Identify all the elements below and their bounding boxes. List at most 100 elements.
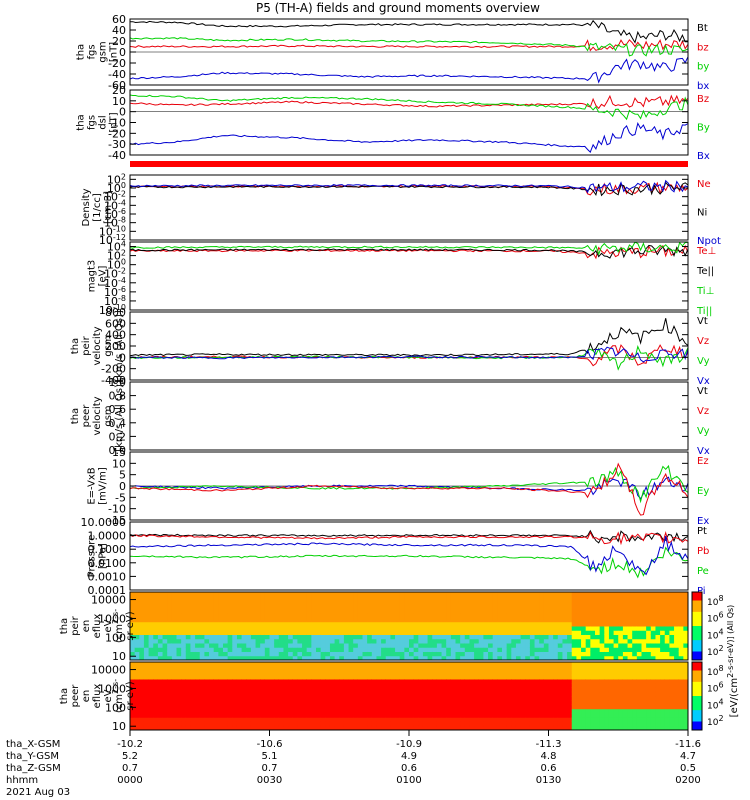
heatmap-cell xyxy=(441,721,447,727)
heatmap-cell xyxy=(432,704,438,710)
heatmap-cell xyxy=(478,643,484,648)
heatmap-cell xyxy=(562,655,568,661)
heatmap-cell xyxy=(306,592,312,597)
heatmap-cell xyxy=(515,638,522,644)
heatmap-cell xyxy=(497,643,503,648)
heatmap-cell xyxy=(185,592,191,597)
heatmap-cell xyxy=(664,721,670,727)
heatmap-cell xyxy=(306,704,312,710)
heatmap-cell xyxy=(469,696,475,701)
heatmap-cell xyxy=(511,613,517,618)
heatmap-cell xyxy=(171,691,177,697)
heatmap-cell xyxy=(209,708,215,714)
heatmap-cell xyxy=(395,670,401,676)
heatmap-cell xyxy=(441,691,447,697)
heatmap-cell xyxy=(320,713,326,718)
heatmap-cell xyxy=(543,725,549,731)
heatmap-cell xyxy=(460,643,466,648)
heatmap-cell xyxy=(381,592,387,597)
heatmap-cell xyxy=(427,626,433,631)
heatmap-cell xyxy=(390,651,396,657)
heatmap-cell xyxy=(664,717,670,722)
heatmap-cell xyxy=(320,638,326,644)
heatmap-cell xyxy=(534,700,540,705)
heatmap-cell xyxy=(506,696,512,701)
heatmap-cell xyxy=(367,621,373,627)
heatmap-cell xyxy=(297,634,303,640)
heatmap-cell xyxy=(348,609,354,614)
heatmap-cell xyxy=(650,655,656,661)
heatmap-cell xyxy=(227,655,233,661)
heatmap-cell xyxy=(567,717,573,722)
heatmap-cell xyxy=(139,683,145,688)
heatmap-cell xyxy=(488,613,494,618)
heatmap-cell xyxy=(404,708,410,714)
heatmap-cell xyxy=(409,604,415,610)
heatmap-cell xyxy=(571,634,577,640)
heatmap-cell xyxy=(520,713,526,718)
heatmap-cell xyxy=(627,704,633,710)
heatmap-cell xyxy=(492,691,498,697)
heatmap-cell xyxy=(227,725,233,731)
heatmap-cell xyxy=(553,638,559,644)
heatmap-cell xyxy=(502,643,508,648)
heatmap-cell xyxy=(246,670,252,676)
heatmap-cell xyxy=(134,626,140,631)
heatmap-cell xyxy=(646,725,652,731)
heatmap-cell xyxy=(413,634,419,640)
heatmap-cell xyxy=(223,683,229,688)
heatmap-cell xyxy=(176,691,182,697)
heatmap-cell xyxy=(455,592,461,597)
heatmap-cell xyxy=(395,687,401,693)
heatmap-cell xyxy=(395,651,401,657)
heatmap-cell xyxy=(176,609,182,614)
heatmap-cell xyxy=(395,638,401,644)
heatmap-cell xyxy=(581,708,587,714)
heatmap-cell xyxy=(311,683,317,688)
heatmap-cell xyxy=(181,617,187,623)
heatmap-cell xyxy=(134,666,140,671)
heatmap-cell xyxy=(520,679,526,684)
x-tick-label: 4.9 xyxy=(401,751,417,762)
heatmap-cell xyxy=(176,666,182,671)
heatmap-cell xyxy=(562,674,568,680)
heatmap-cell xyxy=(171,634,177,640)
heatmap-cell xyxy=(488,691,494,697)
heatmap-cell xyxy=(283,651,289,657)
heatmap-cell xyxy=(511,696,517,701)
y-tick-label: 400 xyxy=(105,329,126,342)
heatmap-cell xyxy=(515,700,522,705)
heatmap-cell xyxy=(474,604,480,610)
heatmap-cell xyxy=(269,700,275,705)
heatmap-cell xyxy=(502,617,508,623)
heatmap-cell xyxy=(334,670,340,676)
heatmap-cell xyxy=(320,679,326,684)
heatmap-cell xyxy=(409,630,415,635)
heatmap-cell xyxy=(474,662,480,667)
heatmap-cell xyxy=(190,666,196,671)
heatmap-cell xyxy=(209,643,215,648)
heatmap-cell xyxy=(529,596,536,601)
heatmap-cell xyxy=(446,596,452,601)
heatmap-cell xyxy=(548,700,554,705)
heatmap-cell xyxy=(223,621,229,627)
heatmap-cell xyxy=(236,655,243,661)
heatmap-cell xyxy=(460,674,466,680)
heatmap-cell xyxy=(232,662,238,667)
heatmap-cell xyxy=(204,670,210,676)
heatmap-cell xyxy=(567,592,573,597)
heatmap-cell xyxy=(255,679,261,684)
heatmap-cell xyxy=(185,674,191,680)
heatmap-cell xyxy=(683,592,689,597)
heatmap-cell xyxy=(446,713,452,718)
heatmap-cell xyxy=(432,613,438,618)
heatmap-cell xyxy=(357,717,363,722)
heatmap-cell xyxy=(478,666,484,671)
heatmap-cell xyxy=(520,621,526,627)
heatmap-cell xyxy=(455,679,461,684)
heatmap-cell xyxy=(143,596,150,601)
heatmap-cell xyxy=(185,609,191,614)
heatmap-cell xyxy=(167,613,173,618)
heatmap-cell xyxy=(241,662,247,667)
heatmap-cell xyxy=(669,643,675,648)
